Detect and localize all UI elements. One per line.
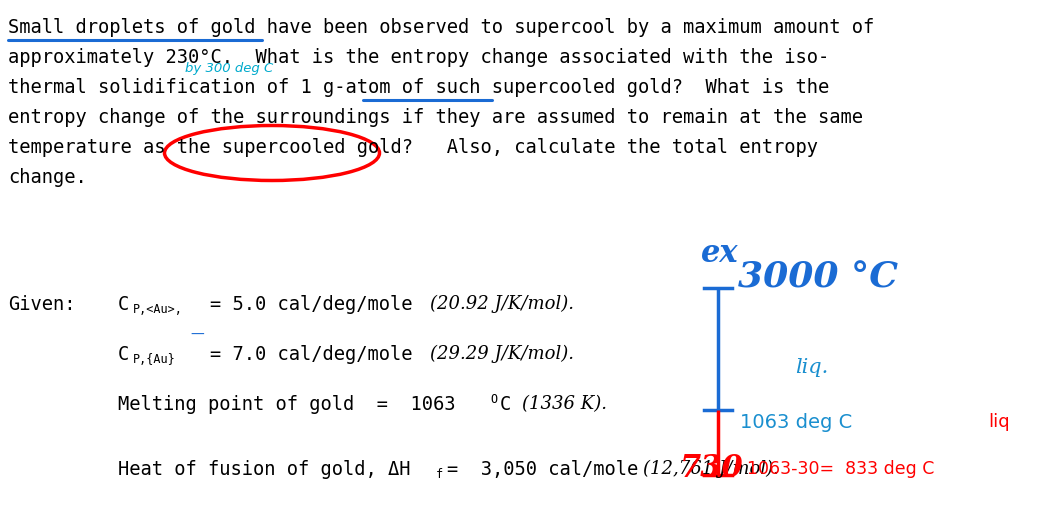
Text: = 7.0 cal/deg/mole: = 7.0 cal/deg/mole xyxy=(210,345,413,364)
Text: 1063 deg C: 1063 deg C xyxy=(740,413,853,432)
Text: (29.29 J/K/mol).: (29.29 J/K/mol). xyxy=(430,345,574,363)
Text: liq.: liq. xyxy=(795,358,828,377)
Text: temperature as the supercooled gold?   Also, calculate the total entropy: temperature as the supercooled gold? Als… xyxy=(8,138,818,157)
Text: = 5.0 cal/deg/mole: = 5.0 cal/deg/mole xyxy=(210,295,413,314)
Text: entropy change of the surroundings if they are assumed to remain at the same: entropy change of the surroundings if th… xyxy=(8,108,863,127)
Text: C: C xyxy=(500,395,511,414)
Text: change.: change. xyxy=(8,168,87,187)
Text: (20.92 J/K/mol).: (20.92 J/K/mol). xyxy=(430,295,574,313)
Text: f: f xyxy=(436,468,443,481)
Text: C: C xyxy=(118,295,129,314)
Text: —: — xyxy=(190,328,204,342)
Text: (1336 K).: (1336 K). xyxy=(522,395,607,413)
Text: ex: ex xyxy=(701,238,739,269)
Text: P,<Au>,: P,<Au>, xyxy=(133,303,183,316)
Text: Heat of fusion of gold, ΔH: Heat of fusion of gold, ΔH xyxy=(118,460,411,479)
Text: liq: liq xyxy=(988,413,1010,431)
Text: C: C xyxy=(118,345,129,364)
Text: 1063-30=  833 deg C: 1063-30= 833 deg C xyxy=(747,460,934,478)
Text: Given:: Given: xyxy=(8,295,76,314)
Text: Small droplets of gold have been observed to supercool by a maximum amount of: Small droplets of gold have been observe… xyxy=(8,18,875,37)
Text: (12,761 J/mol).: (12,761 J/mol). xyxy=(643,460,779,478)
Text: O: O xyxy=(490,393,497,406)
Text: approximately 230°C.  What is the entropy change associated with the iso-: approximately 230°C. What is the entropy… xyxy=(8,48,830,67)
Text: by 300 deg C: by 300 deg C xyxy=(185,62,273,75)
Text: thermal solidification of 1 g-atom of such supercooled gold?  What is the: thermal solidification of 1 g-atom of su… xyxy=(8,78,830,97)
Text: 730: 730 xyxy=(680,453,743,484)
Text: 3000 °C: 3000 °C xyxy=(738,260,898,294)
Text: Melting point of gold  =  1063: Melting point of gold = 1063 xyxy=(118,395,456,414)
Text: P,{Au}: P,{Au} xyxy=(133,353,175,366)
Text: =  3,050 cal/mole: = 3,050 cal/mole xyxy=(447,460,638,479)
